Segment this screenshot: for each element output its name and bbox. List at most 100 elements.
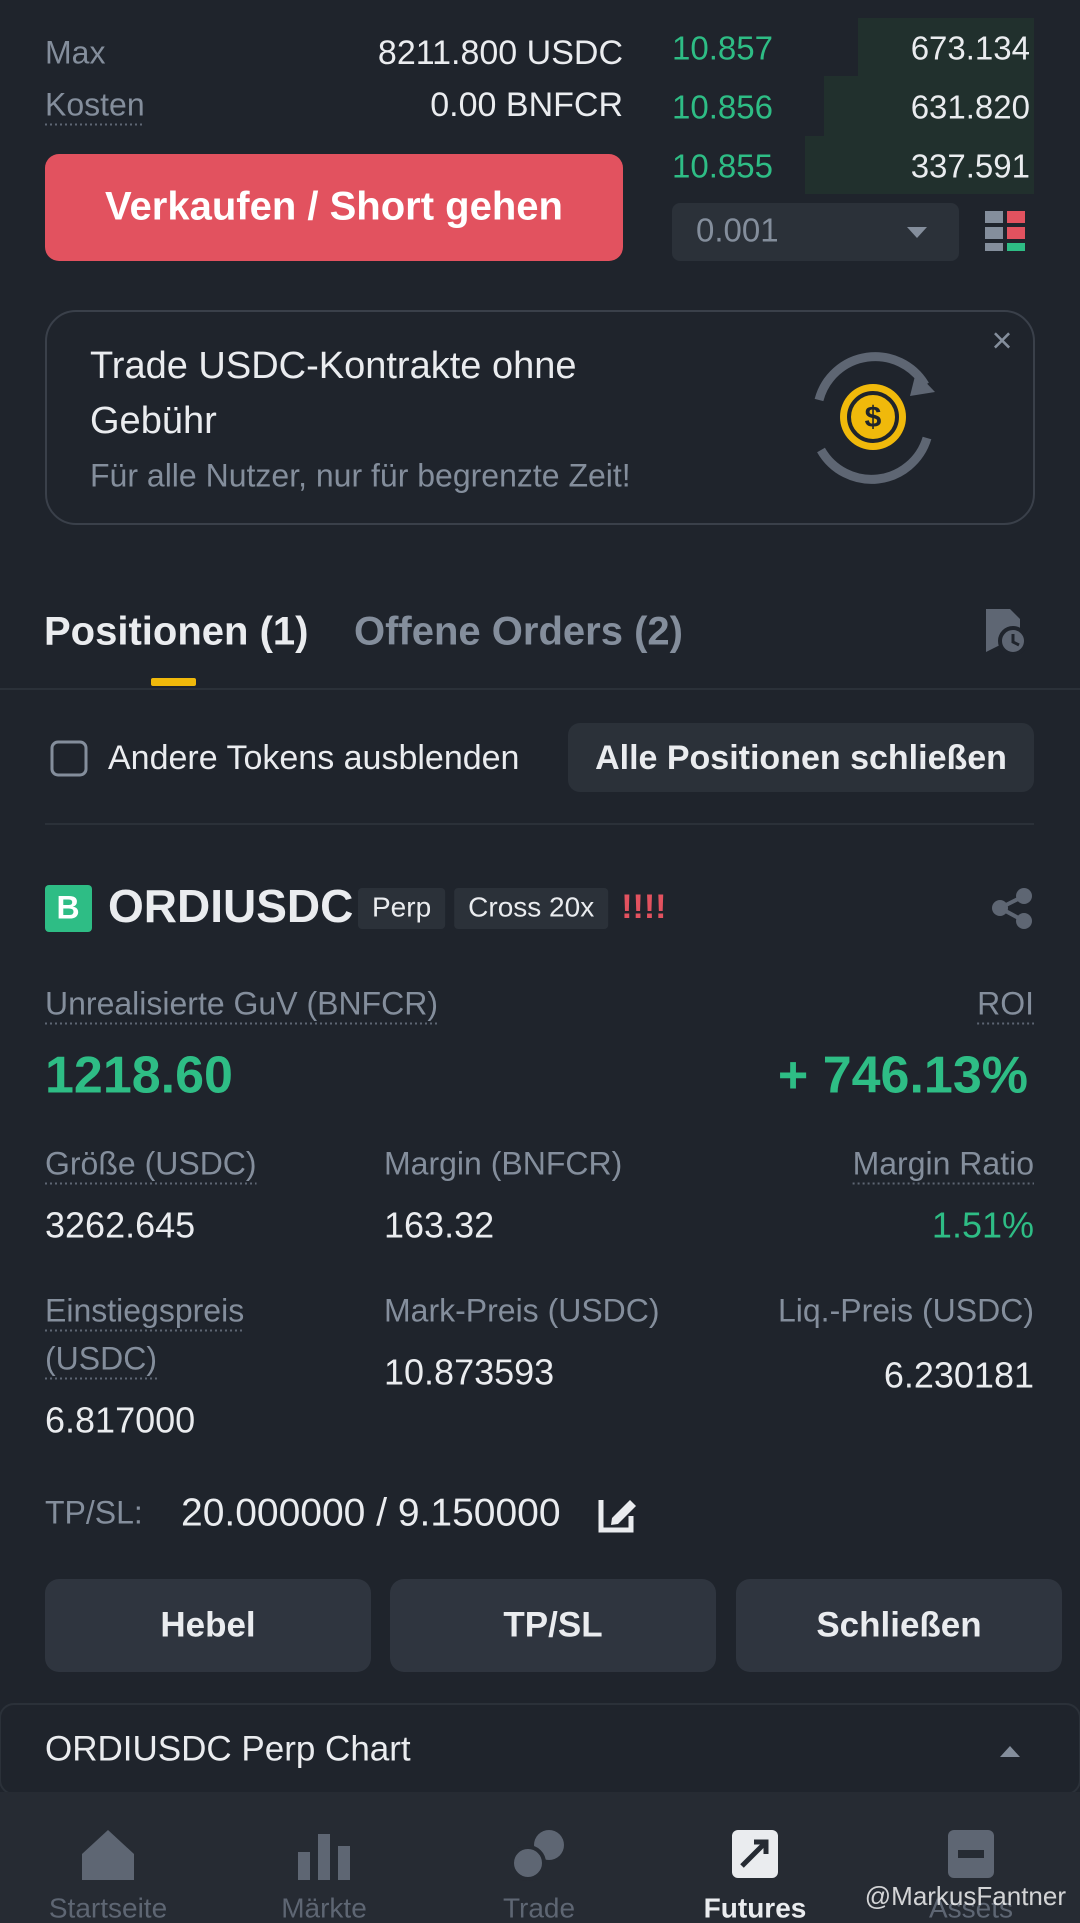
risk-alert: !!!!: [621, 888, 666, 926]
banner-title: Gebühr: [90, 400, 217, 442]
nav-label[interactable]: Assets: [929, 1892, 1013, 1923]
icon-part: [1007, 211, 1025, 223]
action-button-label[interactable]: TP/SL: [503, 1605, 602, 1644]
icon-part: [82, 1830, 134, 1880]
book-amount: 631.820: [911, 89, 1030, 126]
field-value: 6.817000: [45, 1400, 195, 1441]
book-amount: 673.134: [911, 30, 1030, 67]
watermark: @MarkusFantner: [865, 1881, 1067, 1911]
edit-icon[interactable]: [598, 1500, 636, 1533]
action-button-label[interactable]: Schließen: [816, 1605, 981, 1644]
order-book: 10.857 673.134 10.856 631.820 10.855 337.591: [672, 30, 1030, 185]
icon-part: [1011, 634, 1020, 647]
pnl-label[interactable]: Unrealisierte GuV (BNFCR): [45, 985, 438, 1021]
field-label: Margin (BNFCR): [384, 1145, 622, 1181]
icon-part: [510, 1845, 546, 1881]
nav-label[interactable]: Märkte: [281, 1892, 367, 1923]
max-label: Max: [45, 34, 105, 70]
icon-part: [999, 894, 1025, 923]
field-label[interactable]: (USDC): [45, 1340, 157, 1376]
field-label: Liq.-Preis (USDC): [778, 1292, 1034, 1328]
roi-value: + 746.13%: [778, 1047, 1028, 1105]
tags: Perp Cross 20x!!!!: [358, 888, 667, 929]
field-value: 3262.645: [45, 1205, 195, 1246]
depth-bar: [824, 76, 1034, 136]
field-label[interactable]: Größe (USDC): [45, 1145, 257, 1181]
field-label: Mark-Preis (USDC): [384, 1292, 660, 1328]
checkbox[interactable]: [50, 740, 88, 777]
icon-part: [318, 1834, 330, 1880]
banner-subtitle: Für alle Nutzer, nur für begrenzte Zeit!: [90, 457, 631, 493]
promo-banner[interactable]: [45, 310, 1035, 525]
action-button-label[interactable]: Hebel: [160, 1605, 255, 1644]
field-value: 163.32: [384, 1205, 494, 1246]
nav-label[interactable]: Trade: [503, 1892, 575, 1923]
side-badge-label: B: [56, 889, 79, 925]
sell-button-label[interactable]: Verkaufen / Short gehen: [105, 185, 563, 229]
checkbox-label[interactable]: Andere Tokens ausblenden: [108, 739, 519, 777]
icon-part: $: [865, 401, 882, 434]
close-all-label[interactable]: Alle Positionen schließen: [595, 739, 1007, 777]
tpsl-label: TP/SL:: [45, 1494, 143, 1530]
share-icon[interactable]: [992, 888, 1032, 929]
symbol[interactable]: ORDIUSDC: [108, 880, 353, 932]
roi-label[interactable]: ROI: [977, 985, 1034, 1021]
field-label[interactable]: Einstiegspreis: [45, 1292, 244, 1328]
depth-bar: [805, 136, 1034, 194]
icon-part: [740, 1839, 769, 1868]
cost-value: 0.00 BNFCR: [430, 86, 623, 124]
tag: [454, 888, 609, 929]
close-all-button[interactable]: [568, 723, 1034, 792]
icon-part: [598, 1500, 634, 1533]
book-price: 10.857: [672, 30, 773, 67]
nav-items: Startseite Märkte Trade Futures Assets: [49, 1892, 1013, 1923]
precision-value[interactable]: 0.001: [696, 212, 779, 249]
icon-part: [298, 1852, 310, 1880]
cost-label[interactable]: Kosten: [45, 86, 145, 122]
banner-close[interactable]: ×: [991, 320, 1012, 361]
tag-label: Cross 20x: [468, 891, 594, 922]
nav-label[interactable]: Startseite: [49, 1892, 167, 1923]
layout-toggle-icon[interactable]: [985, 211, 1025, 251]
coin-icon: $: [814, 352, 935, 484]
icon-part: [910, 372, 935, 396]
tag: [358, 888, 446, 929]
field-value: 6.230181: [884, 1355, 1034, 1396]
icon-part: [817, 436, 932, 484]
chart-section-title[interactable]: ORDIUSDC Perp Chart: [45, 1729, 411, 1768]
tabs: Positionen (1) Offene Orders (2): [44, 610, 683, 654]
sell-button[interactable]: [45, 154, 623, 261]
icon-part: [611, 1500, 636, 1525]
icon-part: [847, 391, 899, 443]
tab[interactable]: Offene Orders (2): [354, 610, 683, 654]
icon-part: [985, 211, 1003, 223]
depth-bar: [858, 18, 1034, 76]
position-buttons: Hebel TP/SL Schließen: [45, 1579, 1062, 1672]
book-price: 10.855: [672, 148, 773, 185]
side-badge: [45, 885, 92, 932]
history-icon[interactable]: [986, 609, 1028, 656]
pnl-value: 1218.60: [45, 1047, 233, 1105]
field-label[interactable]: Margin Ratio: [853, 1145, 1034, 1181]
position-fields: Größe (USDC) 3262.645 Margin (BNFCR) 163.32…: [45, 1145, 1034, 1441]
precision-select[interactable]: [672, 203, 959, 261]
icon-part: [338, 1846, 350, 1880]
tpsl-value: 20.000000 / 9.150000: [181, 1491, 561, 1534]
nav-icon: [82, 1830, 994, 1881]
dropdown-caret: [907, 227, 927, 238]
banner-title: Trade USDC-Kontrakte ohne: [90, 345, 577, 387]
icon-part: [985, 243, 1003, 251]
icon-part: [814, 352, 929, 402]
icon-part: [1007, 227, 1025, 239]
book-price: 10.856: [672, 89, 773, 126]
nav-label[interactable]: Futures: [704, 1892, 807, 1923]
action-button[interactable]: [45, 1579, 371, 1672]
collapse-caret[interactable]: [1000, 1746, 1020, 1757]
action-button[interactable]: [390, 1579, 716, 1672]
tag-label: Perp: [372, 891, 431, 922]
tab[interactable]: Positionen (1): [44, 610, 308, 654]
field-value: 10.873593: [384, 1352, 554, 1393]
action-button[interactable]: [736, 1579, 1062, 1672]
icon-part: [1007, 243, 1025, 251]
